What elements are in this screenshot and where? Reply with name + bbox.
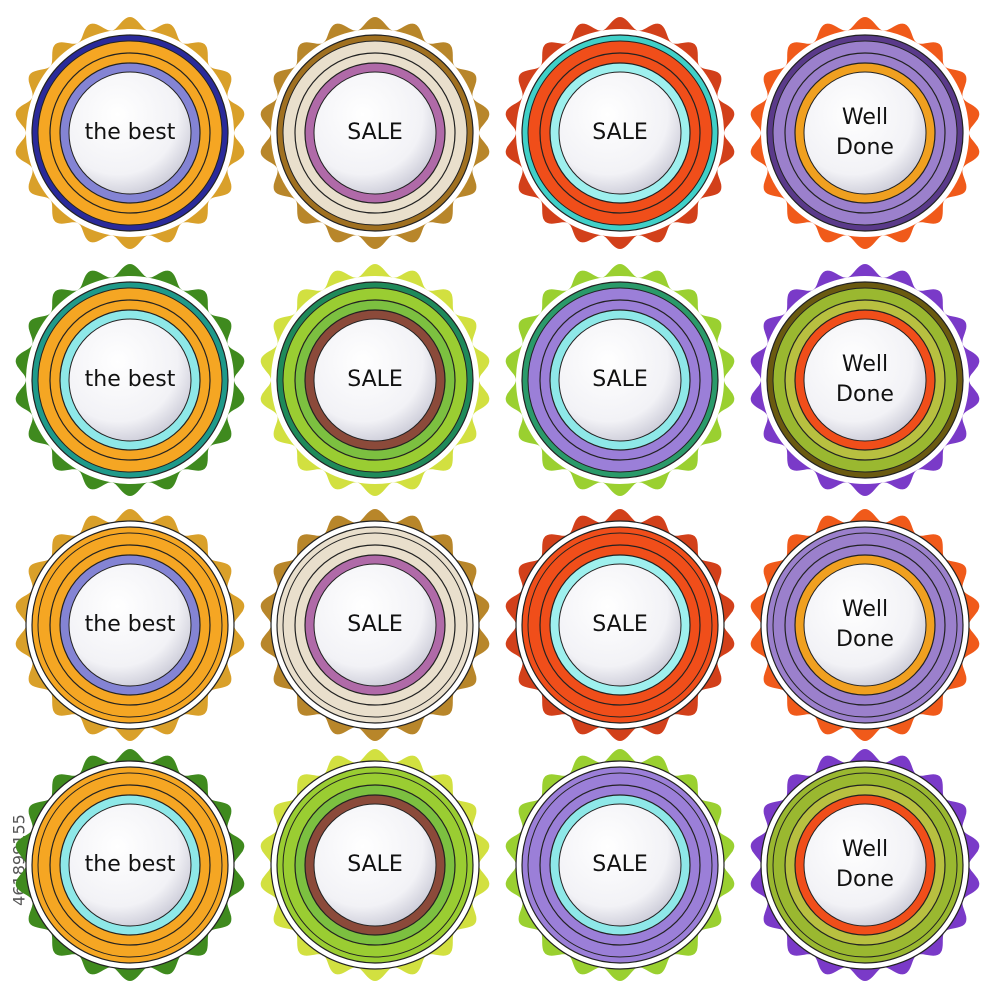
badge-label: SALE [592,852,648,877]
badge-center [803,803,927,927]
badge-center [558,563,682,687]
badge-center [313,803,437,927]
badge: SALE [260,509,490,741]
badge: SALE [260,17,490,249]
badge-center [68,563,192,687]
badge-center [803,563,927,687]
badge-label: Done [836,382,894,407]
badge: SALE [505,509,735,741]
badge: SALE [505,264,735,496]
badge-label: SALE [592,367,648,392]
badge: the best [15,264,245,496]
badge-label: Well [842,105,888,130]
badge-center [68,803,192,927]
badge-label: Done [836,627,894,652]
badge-label: Done [836,135,894,160]
badge-label: Well [842,352,888,377]
badge-center [68,71,192,195]
badge: SALE [505,17,735,249]
badge: SALE [260,264,490,496]
badge-label: Well [842,597,888,622]
badge-label: the best [85,612,176,637]
badge-label: the best [85,120,176,145]
badge: the best [15,509,245,741]
badge-label: Well [842,837,888,862]
badge-center [313,318,437,442]
badge: SALE [260,749,490,981]
badge-label: Done [836,867,894,892]
badge-label: SALE [347,612,403,637]
badge-center [558,71,682,195]
badge-label: SALE [592,612,648,637]
badge-center [68,318,192,442]
badge-center [558,803,682,927]
badge-center [313,563,437,687]
badge-center [803,71,927,195]
badge: Well Done [750,509,980,741]
badge-center [313,71,437,195]
badge: SALE [505,749,735,981]
badge-label: SALE [592,120,648,145]
badge-center [558,318,682,442]
badge-center [803,318,927,442]
badge: Well Done [750,749,980,981]
badge-label: the best [85,367,176,392]
badge-label: SALE [347,852,403,877]
badge-label: SALE [347,120,403,145]
badge: Well Done [750,264,980,496]
badge-label: the best [85,852,176,877]
badge: the best [15,17,245,249]
badge: the best [15,749,245,981]
badge-label: SALE [347,367,403,392]
badge: Well Done [750,17,980,249]
